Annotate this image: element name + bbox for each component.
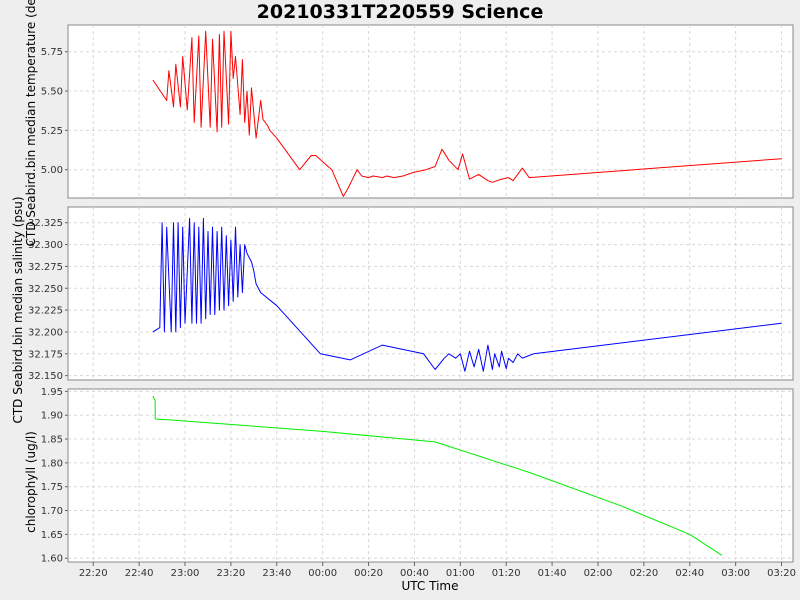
y-tick-label-salinity-1: 32.175 (28, 349, 63, 360)
y-tick-label-temperature-2: 5.50 (41, 87, 63, 98)
y-tick-label-chlorophyll-7: 1.95 (41, 387, 63, 398)
x-tick-label-8: 01:00 (446, 568, 475, 579)
y-tick-label-salinity-3: 32.225 (28, 306, 63, 317)
x-tick-label-3: 23:20 (216, 568, 245, 579)
y-tick-label-temperature-1: 5.25 (41, 126, 63, 137)
x-tick-label-2: 23:00 (171, 568, 200, 579)
chart-title: 20210331T220559 Science (257, 1, 544, 23)
x-tick-label-11: 02:00 (584, 568, 613, 579)
y-ticks-salinity: 32.150 32.175 32.200 32.225 32.250 32.275 32.3… (28, 218, 68, 382)
y-tick-label-salinity-2: 32.200 (28, 327, 63, 338)
y-tick-label-salinity-6: 32.300 (28, 240, 63, 251)
x-tick-label-14: 03:00 (721, 568, 750, 579)
x-tick-label-7: 00:40 (400, 568, 429, 579)
y-tick-label-chlorophyll-6: 1.90 (41, 411, 63, 422)
grid-salinity (68, 207, 793, 380)
y-tick-label-chlorophyll-5: 1.85 (41, 435, 63, 446)
x-tick-label-1: 22:40 (125, 568, 154, 579)
y-tick-label-salinity-0: 32.150 (28, 371, 63, 382)
grid-chlorophyll (68, 389, 793, 562)
x-tick-label-15: 03:20 (767, 568, 796, 579)
series-temperature (152, 30, 782, 197)
x-tick-label-5: 00:00 (308, 568, 337, 579)
x-tick-label-9: 01:20 (492, 568, 521, 579)
y-axis-label-salinity: CTD Seabird.bin median salinity (psu) (11, 196, 25, 423)
y-tick-label-chlorophyll-4: 1.80 (41, 458, 63, 469)
series-salinity (152, 217, 782, 372)
x-tick-label-4: 23:40 (262, 568, 291, 579)
y-axis-label-temperature: CTD Seabird.bin median temperature (degC… (24, 0, 38, 247)
panel-salinity: 32.150 32.175 32.200 32.225 32.250 32.275 32.3… (28, 206, 794, 382)
x-tick-label-12: 02:20 (629, 568, 658, 579)
series-line-temperature-0 (152, 30, 782, 197)
y-axis-label-chlorophyll: chlorophyll (ug/l) (24, 431, 38, 533)
grid-temperature (68, 25, 793, 198)
y-tick-label-temperature-0: 5.00 (41, 165, 63, 176)
y-ticks-temperature: 5.00 5.25 5.50 5.75 (41, 47, 68, 176)
x-axis-label: UTC Time (402, 579, 459, 593)
y-tick-label-salinity-7: 32.325 (28, 218, 63, 229)
y-tick-label-chlorophyll-3: 1.75 (41, 482, 63, 493)
y-tick-label-salinity-4: 32.250 (28, 284, 63, 295)
series-chlorophyll (152, 395, 723, 556)
x-tick-label-10: 01:40 (538, 568, 567, 579)
y-tick-label-chlorophyll-0: 1.60 (41, 554, 63, 565)
series-line-salinity-0 (152, 217, 782, 372)
x-axis: 22:20 22:40 23:00 23:20 23:40 00:00 00:20 00:40… (79, 562, 796, 593)
plot-area-chlorophyll (67, 388, 794, 563)
x-ticks: 22:20 22:40 23:00 23:20 23:40 00:00 00:20 00:40… (79, 562, 796, 579)
panel-temperature: 5.00 5.25 5.50 5.75 (41, 24, 794, 199)
y-tick-label-salinity-5: 32.275 (28, 262, 63, 273)
panel-chlorophyll: 1.60 1.65 1.70 1.75 1.80 1.85 1.90 1.95 (41, 387, 794, 565)
x-tick-label-6: 00:20 (354, 568, 383, 579)
y-ticks-chlorophyll: 1.60 1.65 1.70 1.75 1.80 1.85 1.90 1.95 (41, 387, 68, 565)
x-tick-label-0: 22:20 (79, 568, 108, 579)
y-tick-label-chlorophyll-1: 1.65 (41, 530, 63, 541)
y-tick-label-chlorophyll-2: 1.70 (41, 506, 63, 517)
x-tick-label-13: 02:40 (675, 568, 704, 579)
plot-area-temperature (67, 24, 794, 199)
y-tick-label-temperature-3: 5.75 (41, 47, 63, 58)
series-line-chlorophyll-0 (152, 395, 723, 556)
